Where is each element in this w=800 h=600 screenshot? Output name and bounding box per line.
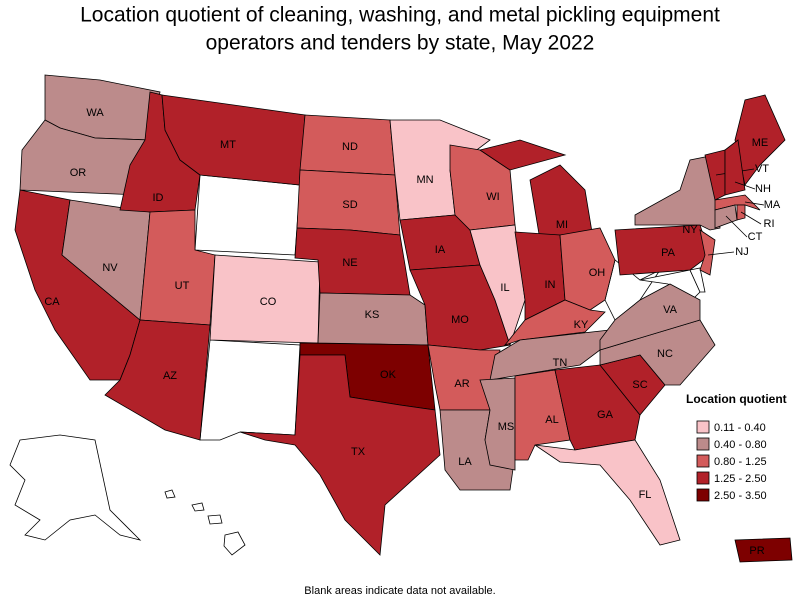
legend-label: 1.25 - 2.50	[714, 473, 767, 485]
state-label: MS	[498, 421, 515, 433]
title-line-1: Location quotient of cleaning, washing, …	[80, 4, 720, 27]
state-label: TX	[351, 446, 366, 458]
state-label: MN	[416, 174, 433, 186]
state-label: SC	[632, 379, 647, 391]
state-shape	[469, 224, 526, 347]
title-line-2: operators and tenders by state, May 2022	[206, 32, 595, 55]
state-label: NY	[682, 224, 698, 236]
state-label: KY	[574, 319, 589, 331]
state-label: UT	[175, 280, 190, 292]
leader-line	[744, 201, 765, 206]
state-label: ND	[342, 141, 358, 153]
state-label: VT	[755, 163, 769, 175]
state-shape	[699, 229, 716, 276]
state-label: NV	[102, 262, 118, 274]
state-shape	[599, 283, 701, 351]
state-label: AZ	[163, 370, 177, 382]
state-label: CO	[260, 296, 277, 308]
legend-label: 0.80 - 1.25	[714, 456, 767, 468]
state-label: MA	[764, 199, 781, 211]
state-label: LA	[458, 456, 472, 468]
legend-label: 0.40 - 0.80	[714, 439, 767, 451]
state-label: MI	[556, 219, 568, 231]
state-label: NE	[342, 257, 357, 269]
state-shape	[534, 439, 681, 546]
state-wy	[194, 174, 301, 256]
state-de	[689, 267, 706, 293]
state-label: RI	[764, 218, 775, 230]
state-hi-3	[207, 514, 223, 525]
state-label: SD	[342, 199, 357, 211]
state-label: ME	[752, 137, 769, 149]
state-label: MO	[451, 314, 469, 326]
legend-title: Location quotient	[686, 392, 787, 406]
state-label: OK	[380, 369, 397, 381]
no-data-areas	[9, 174, 706, 556]
state-label: TN	[553, 357, 568, 369]
state-label: WA	[86, 107, 104, 119]
leader-line	[707, 251, 735, 256]
state-shape	[724, 139, 746, 196]
state-label: MT	[220, 139, 236, 151]
state-hi-1	[164, 489, 176, 499]
state-label: NJ	[735, 246, 748, 258]
state-label: NC	[657, 348, 673, 360]
state-label: VA	[663, 304, 678, 316]
state-label: AL	[545, 414, 558, 426]
state-hi-4	[223, 531, 246, 556]
state-hi-2	[191, 502, 205, 512]
state-shape	[239, 354, 441, 556]
state-label: KS	[365, 309, 380, 321]
state-label: OH	[589, 267, 606, 279]
state-label: IN	[545, 279, 556, 291]
state-nm	[199, 339, 301, 441]
state-label: CA	[44, 296, 60, 308]
footnote: Blank areas indicate data not available.	[304, 585, 495, 597]
states: WA OR CA NV ID MT UT CO AZ ND SD NE KS OK TX MN IA MO AR LA…	[14, 74, 793, 563]
leader-line	[725, 215, 748, 238]
legend-swatch	[696, 420, 710, 434]
state-label: PR	[749, 545, 764, 557]
legend-swatch	[696, 437, 710, 451]
legend-label: 2.50 - 3.50	[714, 490, 767, 502]
state-label: GA	[597, 409, 614, 421]
state-label: ID	[153, 192, 164, 204]
state-label: OR	[70, 167, 87, 179]
state-ak	[9, 434, 142, 541]
state-shape	[736, 204, 746, 221]
legend-swatch	[696, 471, 710, 485]
state-label: AR	[454, 378, 469, 390]
state-label: WI	[486, 191, 499, 203]
state-label: PA	[661, 247, 676, 259]
state-label: NH	[755, 183, 771, 195]
state-label: IA	[435, 244, 446, 256]
state-shape	[104, 319, 211, 441]
state-shape	[599, 319, 716, 386]
state-label: IL	[500, 282, 509, 294]
state-label: FL	[639, 489, 652, 501]
legend: Location quotient 0.11 - 0.40 0.40 - 0.80 0…	[686, 392, 787, 502]
legend-swatch	[696, 488, 710, 502]
state-label: CT	[748, 231, 763, 243]
leader-line	[740, 211, 762, 225]
legend-swatch	[696, 454, 710, 468]
state-shape	[734, 537, 793, 563]
state-shape	[614, 224, 711, 276]
state-shape	[734, 94, 786, 186]
leader-line	[734, 181, 756, 190]
legend-label: 0.11 - 0.40	[714, 422, 766, 434]
